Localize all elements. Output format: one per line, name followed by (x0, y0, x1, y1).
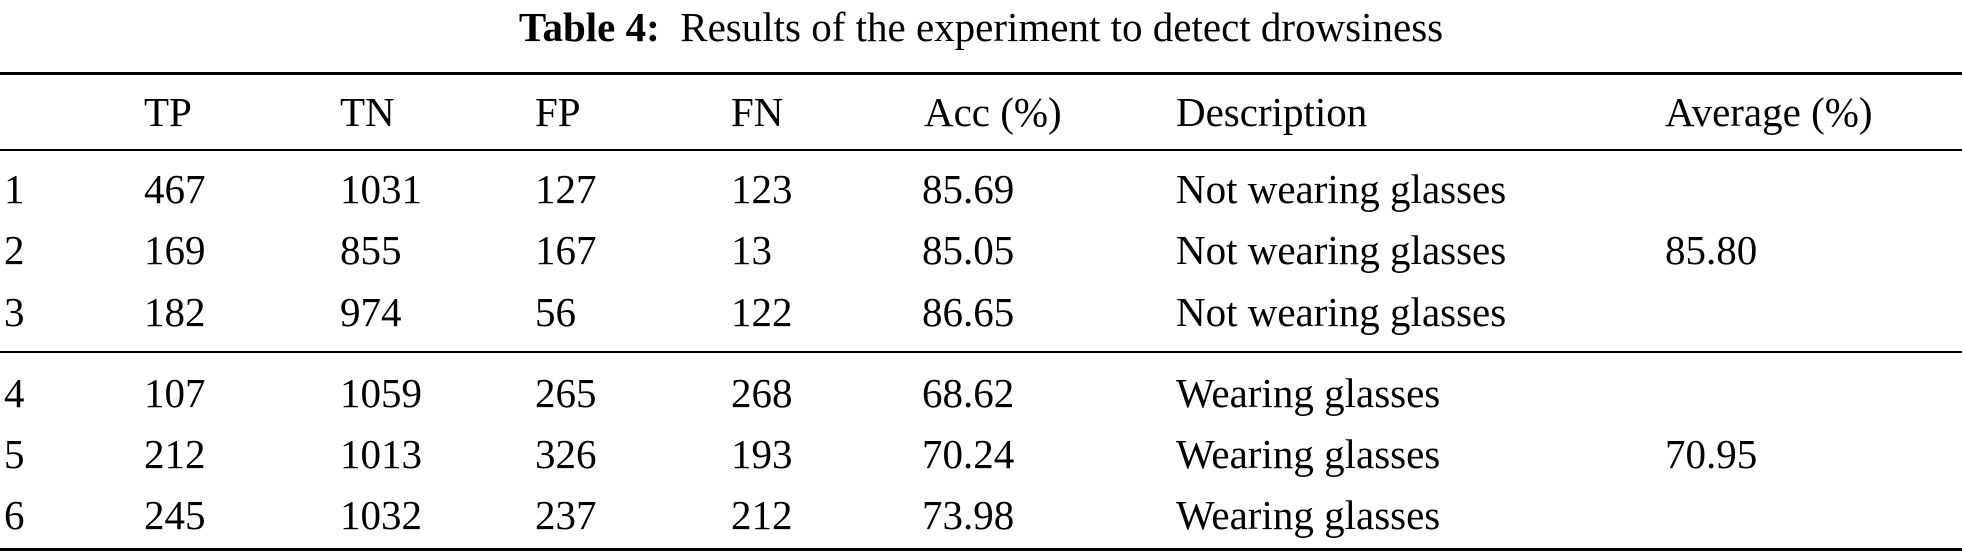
header-tp: TP (144, 89, 192, 135)
cell-acc: 85.05 (922, 227, 1015, 273)
cell-tp: 467 (144, 166, 206, 212)
cell-description: Wearing glasses (1176, 370, 1441, 416)
header-fp: FP (535, 89, 581, 135)
cell-fp: 326 (535, 431, 597, 477)
cell-id: 4 (4, 370, 25, 416)
cell-tp: 182 (144, 289, 206, 335)
header-rule (0, 149, 1962, 151)
cell-id: 3 (4, 289, 25, 335)
cell-description: Not wearing glasses (1176, 227, 1507, 273)
caption-text: Results of the experiment to detect drow… (680, 4, 1444, 50)
top-rule (0, 72, 1962, 75)
cell-id: 1 (4, 166, 25, 212)
header-tn: TN (340, 89, 395, 135)
cell-tp: 245 (144, 492, 206, 538)
cell-fp: 265 (535, 370, 597, 416)
cell-description: Not wearing glasses (1176, 166, 1507, 212)
cell-acc: 68.62 (922, 370, 1015, 416)
bottom-rule (0, 548, 1962, 551)
cell-fp: 167 (535, 227, 597, 273)
cell-description: Wearing glasses (1176, 492, 1441, 538)
cell-fp: 127 (535, 166, 597, 212)
cell-acc: 85.69 (922, 166, 1015, 212)
cell-tn: 1059 (340, 370, 422, 416)
cell-tn: 974 (340, 289, 402, 335)
group-rule (0, 351, 1962, 353)
header-acc: Acc (%) (924, 89, 1062, 135)
cell-id: 2 (4, 227, 25, 273)
cell-tp: 107 (144, 370, 206, 416)
cell-id: 6 (4, 492, 25, 538)
cell-fn: 13 (731, 227, 772, 273)
cell-acc: 70.24 (922, 431, 1015, 477)
cell-fp: 237 (535, 492, 597, 538)
cell-fn: 122 (731, 289, 793, 335)
cell-fn: 193 (731, 431, 793, 477)
header-average: Average (%) (1665, 89, 1873, 135)
caption-label: Table 4: (518, 4, 660, 50)
cell-tn: 1013 (340, 431, 422, 477)
group-average: 70.95 (1665, 431, 1758, 477)
cell-tn: 1031 (340, 166, 422, 212)
cell-tn: 1032 (340, 492, 422, 538)
cell-tp: 169 (144, 227, 206, 273)
cell-acc: 86.65 (922, 289, 1015, 335)
cell-tp: 212 (144, 431, 206, 477)
cell-fp: 56 (535, 289, 576, 335)
cell-tn: 855 (340, 227, 402, 273)
header-description: Description (1176, 89, 1368, 135)
cell-description: Wearing glasses (1176, 431, 1441, 477)
cell-acc: 73.98 (922, 492, 1015, 538)
cell-fn: 123 (731, 166, 793, 212)
header-fn: FN (731, 89, 784, 135)
cell-id: 5 (4, 431, 25, 477)
cell-fn: 268 (731, 370, 793, 416)
table-caption: Table 4: Results of the experiment to de… (0, 2, 1962, 52)
cell-description: Not wearing glasses (1176, 289, 1507, 335)
cell-fn: 212 (731, 492, 793, 538)
group-average: 85.80 (1665, 227, 1758, 273)
